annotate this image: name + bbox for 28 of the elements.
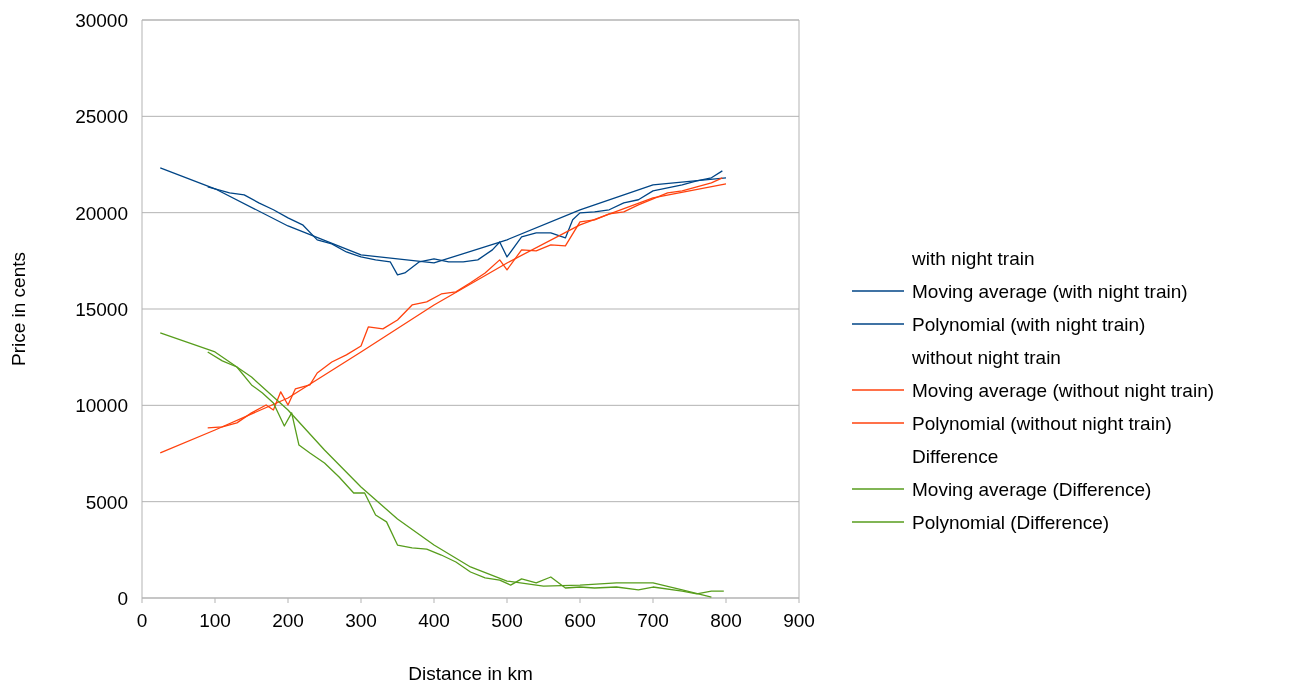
y-tick-label: 20000 (75, 202, 128, 224)
text: without night train (911, 347, 1061, 368)
legend-label: Moving average (with night train) (912, 281, 1188, 302)
x-tick-label: 100 (199, 610, 231, 631)
x-tick-label: 400 (418, 610, 450, 631)
y-tick-label: 25000 (75, 106, 128, 128)
y-tick-label: 0 (117, 588, 128, 609)
legend-label: Polynomial (without night train) (912, 413, 1172, 434)
x-axis-title: Distance in km (408, 663, 533, 684)
text: with night train (911, 248, 1035, 269)
x-tick-label: 900 (783, 610, 815, 631)
x-tick-label: 700 (637, 610, 669, 631)
x-tick-label: 500 (491, 610, 523, 631)
x-tick-label: 300 (345, 610, 377, 631)
x-tick-label: 600 (564, 610, 596, 631)
y-tick-label: 30000 (75, 10, 128, 31)
legend-label: Moving average (Difference) (912, 479, 1152, 500)
x-tick-label: 200 (272, 610, 304, 631)
y-tick-label: 15000 (75, 299, 128, 320)
x-tick-label: 800 (710, 610, 742, 631)
y-axis-title: Price in cents (8, 251, 29, 367)
legend-label: Polynomial (Difference) (912, 512, 1110, 533)
legend-label: Polynomial (with night train) (912, 314, 1146, 335)
y-tick-label: 5000 (85, 491, 128, 513)
text: Difference (912, 446, 999, 467)
legend-label: Moving average (without night train) (912, 380, 1215, 401)
x-tick-label: 0 (136, 610, 148, 631)
y-tick-label: 10000 (75, 395, 128, 417)
